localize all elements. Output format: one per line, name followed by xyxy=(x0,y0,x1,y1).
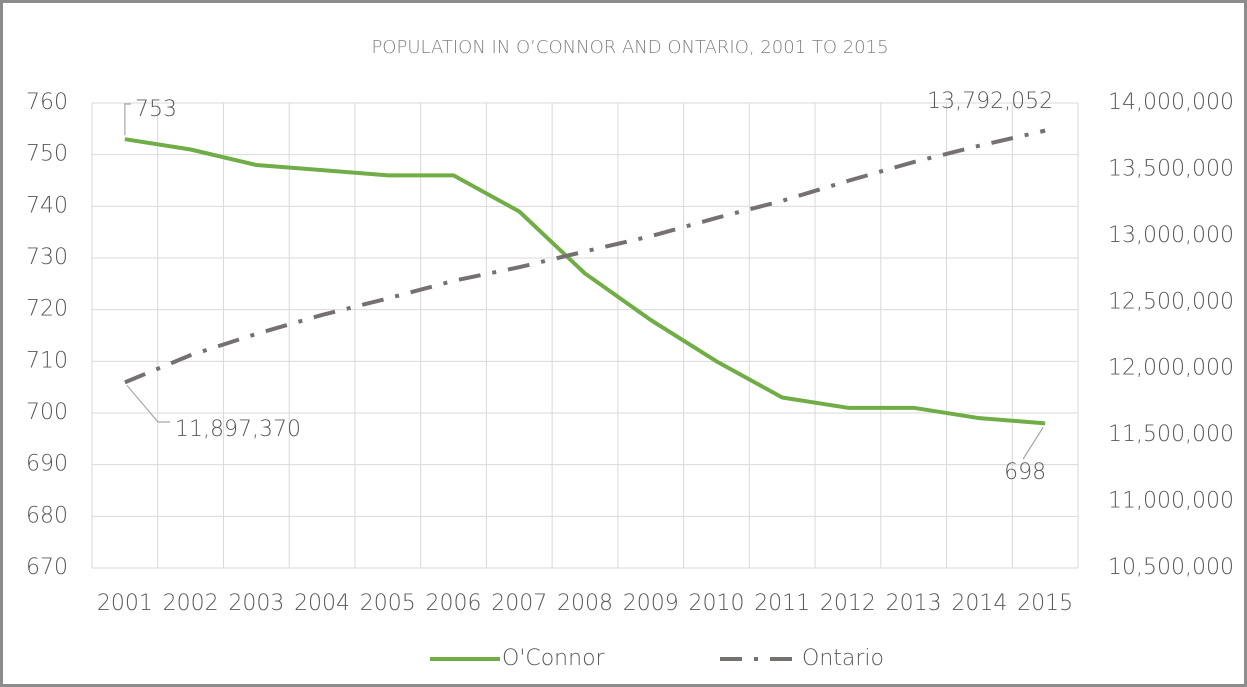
data-label-leader xyxy=(1022,427,1044,460)
data-label: 13,792,052 xyxy=(927,89,1053,114)
x-tick-label: 2014 xyxy=(951,591,1007,616)
data-label-leader xyxy=(126,384,170,423)
y2-tick-label: 11,500,000 xyxy=(1108,422,1234,447)
legend-label: Ontario xyxy=(802,646,884,671)
x-tick-label: 2003 xyxy=(228,591,284,616)
data-label-leader xyxy=(124,103,131,136)
y2-tick-label: 12,000,000 xyxy=(1108,356,1234,381)
y-tick-label: 700 xyxy=(26,400,68,425)
x-tick-label: 2006 xyxy=(426,591,482,616)
y2-tick-label: 13,000,000 xyxy=(1108,223,1234,248)
x-tick-label: 2005 xyxy=(360,591,416,616)
chart-title: POPULATION IN O’CONNOR AND ONTARIO, 2001… xyxy=(371,37,888,58)
y-tick-label: 730 xyxy=(26,245,68,270)
x-tick-label: 2008 xyxy=(557,591,613,616)
x-tick-label: 2009 xyxy=(623,591,679,616)
data-label: 698 xyxy=(1004,460,1046,485)
y2-tick-label: 12,500,000 xyxy=(1108,289,1234,314)
y2-tick-label: 11,000,000 xyxy=(1108,489,1234,514)
legend-label: O'Connor xyxy=(502,646,606,671)
y-tick-label: 760 xyxy=(26,90,68,115)
y-tick-label: 670 xyxy=(26,555,68,580)
data-label: 11,897,370 xyxy=(175,417,301,442)
y-tick-label: 680 xyxy=(26,503,68,528)
y2-tick-label: 10,500,000 xyxy=(1108,555,1234,580)
y-tick-label: 710 xyxy=(26,348,68,373)
x-tick-label: 2004 xyxy=(294,591,350,616)
series-line xyxy=(124,137,1046,426)
x-tick-label: 2007 xyxy=(491,591,547,616)
x-tick-label: 2015 xyxy=(1017,591,1073,616)
x-tick-label: 2011 xyxy=(754,591,810,616)
y-tick-label: 690 xyxy=(26,452,68,477)
x-tick-label: 2001 xyxy=(97,591,153,616)
y-tick-label: 740 xyxy=(26,193,68,218)
y2-tick-label: 13,500,000 xyxy=(1108,156,1234,181)
y-tick-label: 720 xyxy=(26,297,68,322)
data-label: 753 xyxy=(135,97,177,122)
series-line xyxy=(124,128,1046,385)
y2-tick-label: 14,000,000 xyxy=(1108,90,1234,115)
x-tick-label: 2013 xyxy=(886,591,942,616)
x-tick-label: 2012 xyxy=(820,591,876,616)
y-tick-label: 750 xyxy=(26,142,68,167)
x-tick-label: 2010 xyxy=(688,591,744,616)
x-tick-label: 2002 xyxy=(163,591,219,616)
